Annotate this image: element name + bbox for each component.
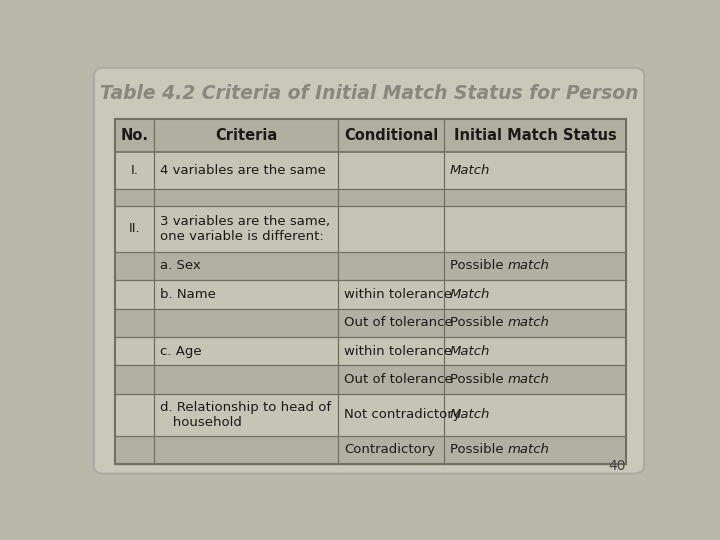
Text: within tolerance: within tolerance xyxy=(344,345,452,358)
Text: match: match xyxy=(508,373,549,386)
Text: 3 variables are the same,
one variable is different:: 3 variables are the same, one variable i… xyxy=(160,215,330,242)
Bar xyxy=(115,190,626,206)
Text: 4 variables are the same: 4 variables are the same xyxy=(160,164,325,177)
Bar xyxy=(115,252,626,280)
Text: within tolerance: within tolerance xyxy=(344,288,452,301)
Bar xyxy=(115,119,626,464)
Bar xyxy=(115,280,626,308)
Text: match: match xyxy=(508,443,549,456)
Text: Contradictory: Contradictory xyxy=(344,443,435,456)
Bar xyxy=(115,152,626,190)
Text: b. Name: b. Name xyxy=(160,288,215,301)
Bar xyxy=(115,119,626,152)
Text: Conditional: Conditional xyxy=(344,128,438,143)
Text: Possible: Possible xyxy=(450,259,508,272)
Text: match: match xyxy=(508,316,549,329)
Text: match: match xyxy=(508,259,549,272)
Text: Match: Match xyxy=(450,164,490,177)
Bar xyxy=(115,206,626,252)
Text: Match: Match xyxy=(450,345,490,358)
Bar xyxy=(115,337,626,366)
Bar xyxy=(115,394,626,436)
Text: d. Relationship to head of
   household: d. Relationship to head of household xyxy=(160,401,331,429)
Text: No.: No. xyxy=(121,128,148,143)
Text: II.: II. xyxy=(129,222,140,235)
Bar xyxy=(115,366,626,394)
Text: a. Sex: a. Sex xyxy=(160,259,200,272)
Text: Possible: Possible xyxy=(450,316,508,329)
Text: I.: I. xyxy=(131,164,138,177)
Text: Not contradictory: Not contradictory xyxy=(344,408,461,421)
Bar xyxy=(115,308,626,337)
Text: c. Age: c. Age xyxy=(160,345,202,358)
Text: 40: 40 xyxy=(608,459,626,473)
Text: Possible: Possible xyxy=(450,443,508,456)
Text: Match: Match xyxy=(450,408,490,421)
Text: Initial Match Status: Initial Match Status xyxy=(454,128,616,143)
Text: Possible: Possible xyxy=(450,373,508,386)
Text: Table 4.2 Criteria of Initial Match Status for Person: Table 4.2 Criteria of Initial Match Stat… xyxy=(100,84,638,103)
Bar xyxy=(115,436,626,464)
Text: Criteria: Criteria xyxy=(215,128,277,143)
FancyBboxPatch shape xyxy=(94,68,644,474)
Text: Match: Match xyxy=(450,288,490,301)
Text: Out of tolerance: Out of tolerance xyxy=(344,316,453,329)
Text: Out of tolerance: Out of tolerance xyxy=(344,373,453,386)
